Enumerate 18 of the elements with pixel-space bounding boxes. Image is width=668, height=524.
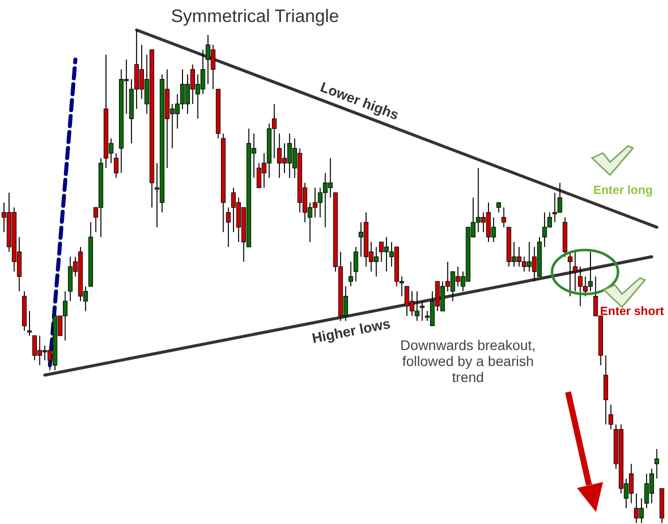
candlestick (572, 251, 578, 292)
candlestick (568, 251, 572, 297)
candlestick (501, 206, 506, 228)
candlestick (348, 261, 354, 287)
chart-title: Symmetrical Triangle (170, 6, 340, 26)
candlestick (114, 152, 118, 178)
text: Lower highs (318, 78, 402, 123)
annotation: Downwards breakout, followed by a bearish trend (400, 337, 536, 386)
candlestick (608, 404, 614, 430)
candlestick (226, 206, 231, 248)
candlestick (27, 310, 32, 336)
candlestick (496, 202, 501, 213)
candlestick (654, 448, 660, 480)
text: Higher lows (310, 315, 392, 346)
candlestick (354, 246, 358, 282)
candlestick (420, 300, 424, 322)
annotation: Enter short (600, 304, 664, 318)
annotation: Enter long (593, 183, 653, 197)
